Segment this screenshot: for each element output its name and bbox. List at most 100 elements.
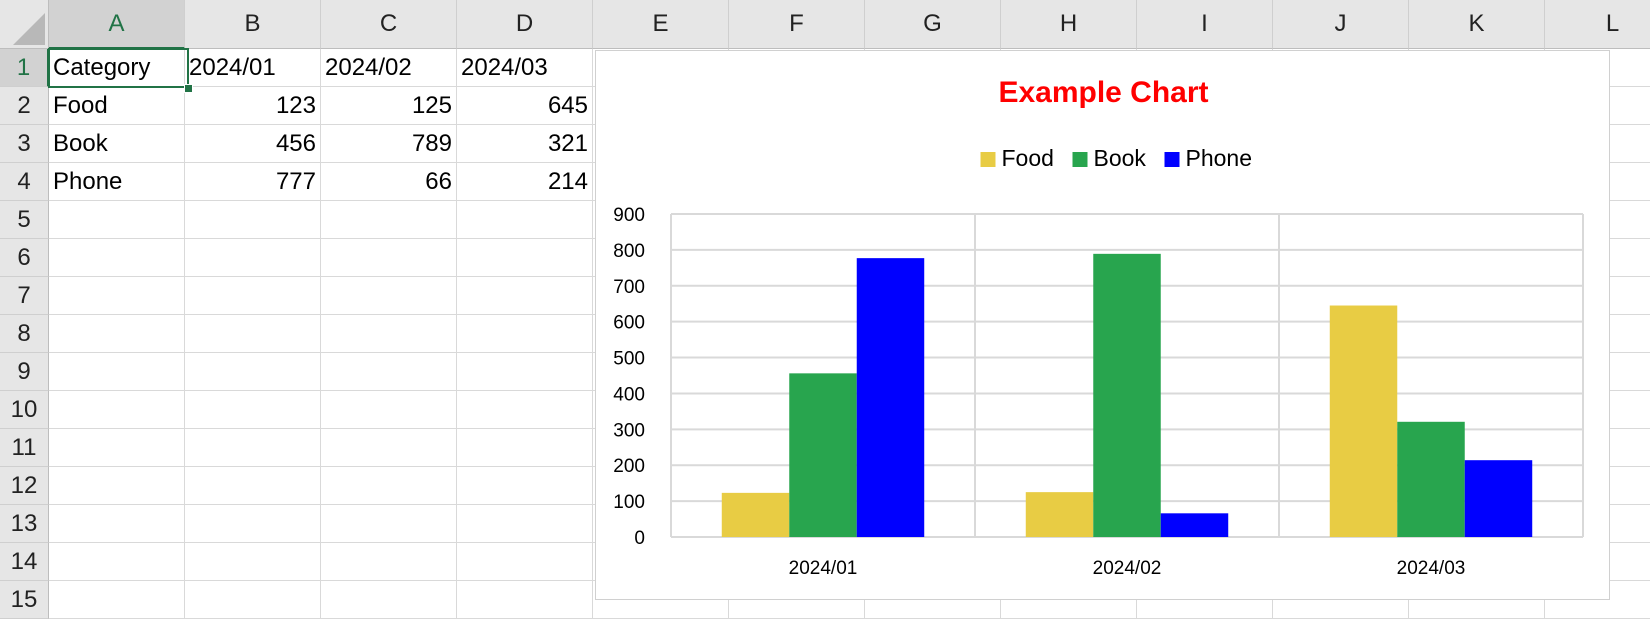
cell-c6[interactable] — [321, 239, 457, 277]
cell-c4[interactable]: 66 — [321, 163, 457, 201]
cell-d8[interactable] — [457, 315, 593, 353]
cell-d2[interactable]: 645 — [457, 87, 593, 125]
cell-c13[interactable] — [321, 505, 457, 543]
row-header-14[interactable]: 14 — [0, 543, 49, 581]
cell-d11[interactable] — [457, 429, 593, 467]
x-tick-label-2024-02: 2024/02 — [1093, 558, 1162, 579]
column-header-b[interactable]: B — [185, 0, 321, 49]
cell-d5[interactable] — [457, 201, 593, 239]
cell-c7[interactable] — [321, 277, 457, 315]
cell-d9[interactable] — [457, 353, 593, 391]
cell-b1[interactable]: 2024/01 — [185, 49, 321, 87]
column-header-f[interactable]: F — [729, 0, 865, 49]
cell-d4[interactable]: 214 — [457, 163, 593, 201]
cell-d10[interactable] — [457, 391, 593, 429]
column-header-k[interactable]: K — [1409, 0, 1545, 49]
column-header-j[interactable]: J — [1273, 0, 1409, 49]
column-header-i[interactable]: I — [1137, 0, 1273, 49]
row-header-4[interactable]: 4 — [0, 163, 49, 201]
cell-b15[interactable] — [185, 581, 321, 619]
cell-a10[interactable] — [49, 391, 185, 429]
x-tick-label-2024-03: 2024/03 — [1397, 558, 1466, 579]
cell-c3[interactable]: 789 — [321, 125, 457, 163]
cell-c9[interactable] — [321, 353, 457, 391]
cell-d3[interactable]: 321 — [457, 125, 593, 163]
cell-a12[interactable] — [49, 467, 185, 505]
row-header-9[interactable]: 9 — [0, 353, 49, 391]
column-header-e[interactable]: E — [593, 0, 729, 49]
bar-phone-2024-01 — [856, 258, 925, 537]
legend-label-book: Book — [1094, 145, 1147, 171]
bar-book-2024-02 — [1093, 253, 1161, 537]
cell-b13[interactable] — [185, 505, 321, 543]
cell-c12[interactable] — [321, 467, 457, 505]
row-header-12[interactable]: 12 — [0, 467, 49, 505]
cell-d6[interactable] — [457, 239, 593, 277]
cell-a2[interactable]: Food — [49, 87, 185, 125]
cell-c10[interactable] — [321, 391, 457, 429]
column-header-d[interactable]: D — [457, 0, 593, 49]
column-header-h[interactable]: H — [1001, 0, 1137, 49]
cell-b5[interactable] — [185, 201, 321, 239]
y-tick-label-800: 800 — [613, 241, 645, 262]
row-header-11[interactable]: 11 — [0, 429, 49, 467]
row-header-3[interactable]: 3 — [0, 125, 49, 163]
cell-b10[interactable] — [185, 391, 321, 429]
cell-a13[interactable] — [49, 505, 185, 543]
row-header-7[interactable]: 7 — [0, 277, 49, 315]
cell-a6[interactable] — [49, 239, 185, 277]
cell-c1[interactable]: 2024/02 — [321, 49, 457, 87]
row-header-6[interactable]: 6 — [0, 239, 49, 277]
cell-b8[interactable] — [185, 315, 321, 353]
cell-c11[interactable] — [321, 429, 457, 467]
bar-phone-2024-03 — [1464, 460, 1533, 537]
cell-a1[interactable]: Category — [49, 49, 185, 87]
column-header-l[interactable]: L — [1545, 0, 1650, 49]
cell-b11[interactable] — [185, 429, 321, 467]
cell-d14[interactable] — [457, 543, 593, 581]
cell-c8[interactable] — [321, 315, 457, 353]
cell-c2[interactable]: 125 — [321, 87, 457, 125]
row-header-8[interactable]: 8 — [0, 315, 49, 353]
cell-b6[interactable] — [185, 239, 321, 277]
cell-a4[interactable]: Phone — [49, 163, 185, 201]
legend-label-food: Food — [1002, 145, 1054, 171]
fill-handle[interactable] — [184, 84, 193, 93]
cell-d13[interactable] — [457, 505, 593, 543]
cell-d15[interactable] — [457, 581, 593, 619]
cell-a8[interactable] — [49, 315, 185, 353]
cell-b3[interactable]: 456 — [185, 125, 321, 163]
cell-b7[interactable] — [185, 277, 321, 315]
column-header-a[interactable]: A — [49, 0, 185, 49]
cell-b4[interactable]: 777 — [185, 163, 321, 201]
cell-d1[interactable]: 2024/03 — [457, 49, 593, 87]
chart-title[interactable]: Example Chart — [998, 76, 1208, 109]
cell-a7[interactable] — [49, 277, 185, 315]
column-header-c[interactable]: C — [321, 0, 457, 49]
cell-a5[interactable] — [49, 201, 185, 239]
cell-c5[interactable] — [321, 201, 457, 239]
cell-a9[interactable] — [49, 353, 185, 391]
cell-b12[interactable] — [185, 467, 321, 505]
cell-a15[interactable] — [49, 581, 185, 619]
chart-object[interactable]: Example Chart Food Book Phone 0 100 200 300 400 5… — [595, 50, 1610, 600]
select-all-corner[interactable] — [0, 0, 49, 49]
row-header-5[interactable]: 5 — [0, 201, 49, 239]
column-header-g[interactable]: G — [865, 0, 1001, 49]
cell-c15[interactable] — [321, 581, 457, 619]
row-header-10[interactable]: 10 — [0, 391, 49, 429]
cell-b9[interactable] — [185, 353, 321, 391]
row-header-1[interactable]: 1 — [0, 49, 49, 87]
cell-c14[interactable] — [321, 543, 457, 581]
row-header-15[interactable]: 15 — [0, 581, 49, 619]
row-header-13[interactable]: 13 — [0, 505, 49, 543]
bar-food-2024-02 — [1025, 492, 1094, 537]
cell-a11[interactable] — [49, 429, 185, 467]
row-header-2[interactable]: 2 — [0, 87, 49, 125]
cell-b2[interactable]: 123 — [185, 87, 321, 125]
cell-d12[interactable] — [457, 467, 593, 505]
cell-a3[interactable]: Book — [49, 125, 185, 163]
cell-d7[interactable] — [457, 277, 593, 315]
cell-a14[interactable] — [49, 543, 185, 581]
cell-b14[interactable] — [185, 543, 321, 581]
